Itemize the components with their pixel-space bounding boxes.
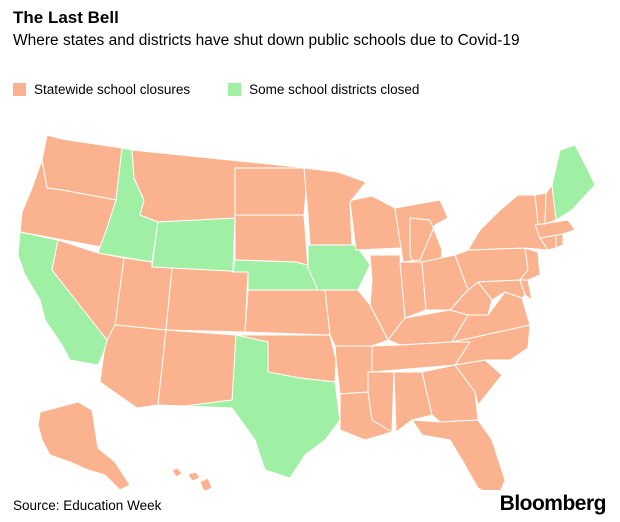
chart-title: The Last Bell [13, 8, 119, 27]
state-nj [519, 247, 541, 281]
state-nm [157, 329, 237, 409]
state-az [99, 324, 167, 409]
legend-swatch-some-districts [228, 83, 242, 96]
state-me [551, 144, 596, 221]
state-wi [349, 195, 403, 251]
state-fl [411, 419, 506, 490]
state-ri [555, 233, 564, 249]
state-nc [451, 324, 531, 366]
state-ak [37, 401, 131, 490]
state-wy [151, 217, 236, 273]
legend-label-some-districts: Some school districts closed [249, 82, 420, 97]
state-hi [171, 467, 213, 490]
source-note: Source: Education Week [13, 498, 162, 513]
state-ia [307, 244, 371, 291]
state-co [165, 267, 249, 333]
state-al [393, 371, 433, 433]
state-mn [303, 167, 367, 246]
legend-item-some-districts: Some school districts closed [228, 82, 419, 97]
legend-swatch-statewide [13, 83, 26, 96]
state-in [399, 261, 427, 319]
legend-label-statewide: Statewide school closures [34, 82, 191, 97]
legend: Statewide school closures Some school di… [13, 82, 457, 97]
state-tx [184, 334, 341, 479]
state-nd [234, 167, 309, 216]
bloomberg-logo: Bloomberg [499, 492, 607, 515]
legend-item-statewide: Statewide school closures [13, 82, 190, 97]
us-states-map [17, 134, 596, 490]
state-ut [114, 257, 173, 331]
chart-subtitle: Where states and districts have shut dow… [13, 32, 520, 49]
state-ks [244, 289, 331, 336]
state-ms [367, 371, 395, 433]
